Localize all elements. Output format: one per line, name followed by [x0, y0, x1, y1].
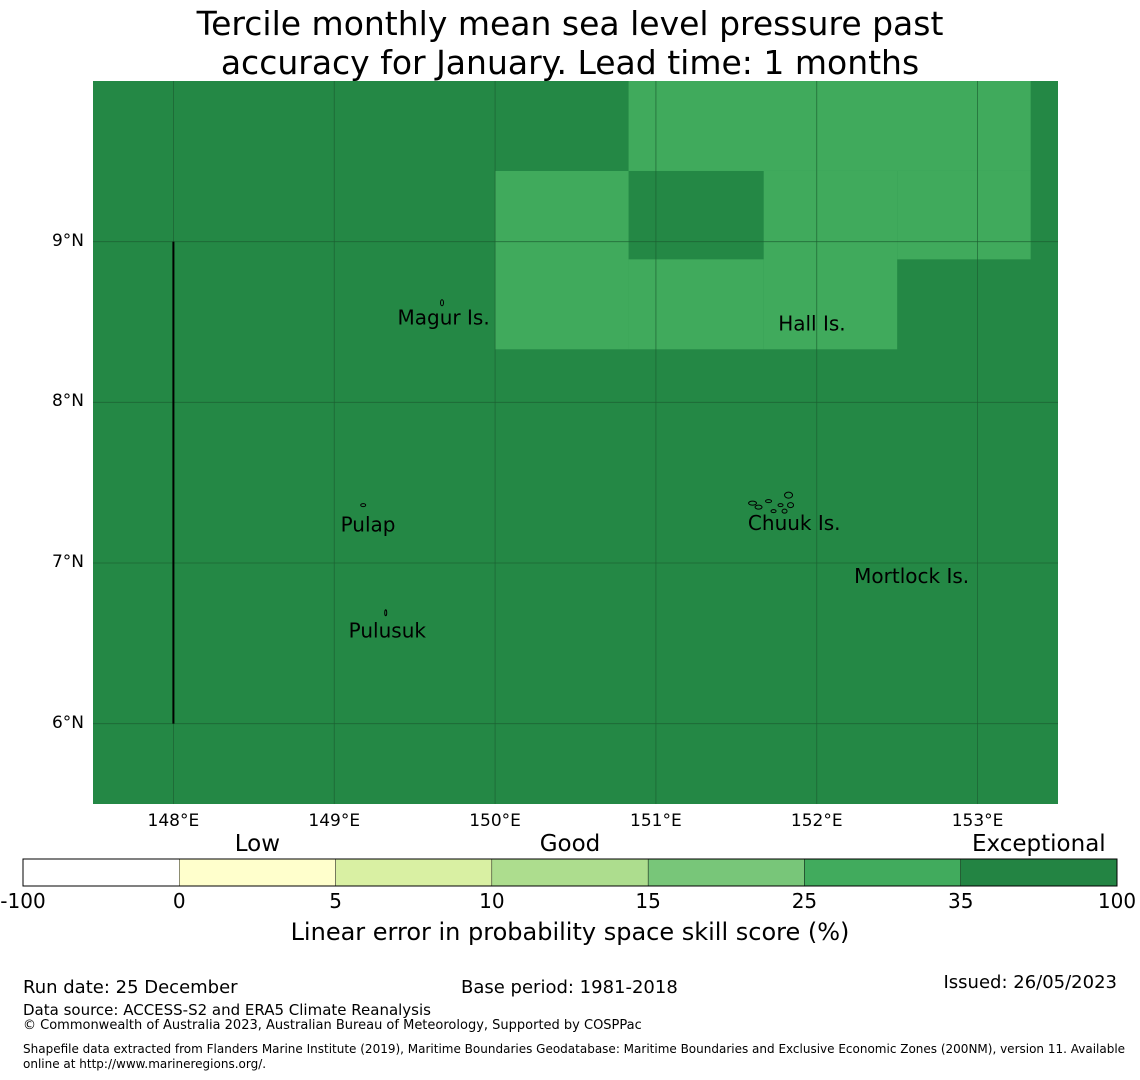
- lon-tick-label: 152°E: [790, 811, 843, 831]
- colorbar-tick-label: 0: [172, 889, 186, 913]
- colorbar-tick-label: 5: [329, 889, 342, 913]
- chuuk-island-outline: [748, 500, 758, 506]
- place-label: Pulusuk: [349, 619, 427, 643]
- lat-tick-label: 6°N: [51, 712, 84, 733]
- island-outline: [384, 609, 388, 617]
- place-label: Mortlock Is.: [854, 564, 969, 588]
- colorbar-tick-label: 35: [947, 889, 974, 913]
- colorbar-segment: [22, 858, 180, 887]
- colorbar-tick-label: 15: [635, 889, 661, 913]
- chuuk-island-outline: [765, 499, 773, 504]
- chuuk-island-outline: [781, 508, 788, 514]
- chuuk-island-outline: [770, 509, 777, 514]
- colorbar-segment: [335, 858, 493, 887]
- colorbar-tick-label: 100: [1097, 889, 1137, 913]
- lon-tick-label: 151°E: [630, 811, 682, 831]
- skill-cell-2: [628, 259, 764, 350]
- colorbar-category-label: Low: [234, 831, 281, 857]
- colorbar-segment: [179, 858, 336, 887]
- skill-cell-3: [763, 170, 898, 350]
- lon-tick-label: 149°E: [308, 811, 361, 831]
- place-label: Magur Is.: [398, 305, 490, 329]
- chart-title-line1: Tercile monthly mean sea level pressure …: [196, 4, 944, 43]
- shapefile-credit-line1: Shapefile data extracted from Flanders M…: [23, 1042, 1126, 1056]
- shapefile-credit-line2: online at http://www.marineregions.org/.: [23, 1057, 267, 1071]
- skill-cell-1: [495, 170, 629, 350]
- lat-tick-label: 7°N: [51, 552, 84, 572]
- lat-tick-label: 8°N: [51, 391, 84, 412]
- place-label: Chuuk Is.: [748, 511, 841, 535]
- colorbar-segment: [491, 858, 649, 887]
- run-date: Run date: 25 December: [23, 977, 238, 998]
- chuuk-island-outline: [784, 491, 794, 499]
- colorbar-segment: [960, 858, 1118, 887]
- chart-title: Tercile monthly mean sea level pressure …: [0, 4, 1140, 82]
- chuuk-island-outline: [787, 502, 795, 509]
- colorbar-tick-label: 25: [791, 889, 818, 913]
- colorbar-category-label: Exceptional: [972, 831, 1106, 857]
- lat-tick-label: 9°N: [51, 230, 84, 251]
- chuuk-island-outline: [754, 504, 763, 510]
- colorbar-title: Linear error in probability space skill …: [290, 918, 850, 946]
- colorbar-segment: [804, 858, 961, 887]
- skill-cell-0: [628, 81, 1031, 171]
- lon-tick-label: 150°E: [469, 811, 521, 831]
- chuuk-island-outline: [777, 503, 784, 508]
- colorbar-tick-label: 10: [479, 889, 505, 913]
- colorbar-frame: [22, 858, 1118, 887]
- colorbar-category-label: Good: [539, 831, 601, 857]
- chart-title-line2: accuracy for January. Lead time: 1 month…: [220, 43, 920, 82]
- island-outline: [360, 503, 367, 508]
- skill-cell-4: [897, 170, 1031, 260]
- base-period: Base period: 1981-2018: [461, 977, 678, 998]
- colorbar-tick-label: -100: [0, 889, 46, 913]
- copyright: © Commonwealth of Australia 2023, Austra…: [23, 1018, 642, 1033]
- lon-tick-label: 148°E: [147, 811, 200, 831]
- island-outline: [440, 299, 445, 307]
- issued-date: Issued: 26/05/2023: [943, 972, 1117, 993]
- place-label: Hall Is.: [778, 312, 845, 336]
- lon-tick-label: 153°E: [951, 811, 1004, 831]
- colorbar-segment: [647, 858, 805, 887]
- place-label: Pulap: [341, 513, 396, 537]
- data-source: Data source: ACCESS-S2 and ERA5 Climate …: [23, 1001, 431, 1019]
